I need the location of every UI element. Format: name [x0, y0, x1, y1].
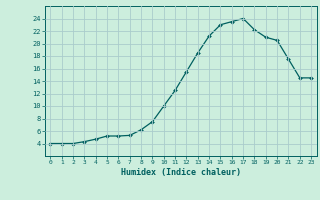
X-axis label: Humidex (Indice chaleur): Humidex (Indice chaleur) [121, 168, 241, 177]
